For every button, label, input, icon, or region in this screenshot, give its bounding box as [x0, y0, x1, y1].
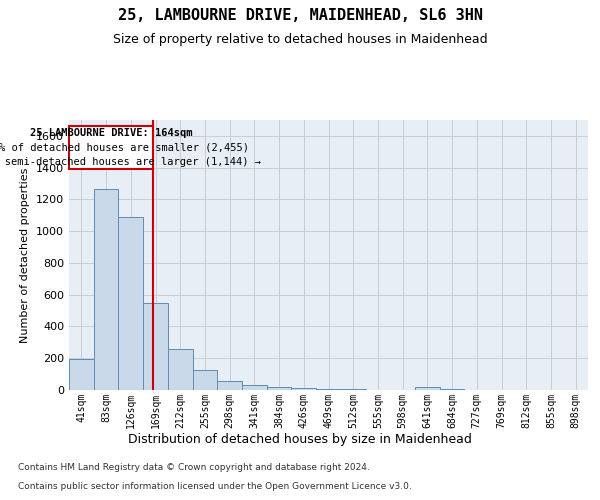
Text: 25, LAMBOURNE DRIVE, MAIDENHEAD, SL6 3HN: 25, LAMBOURNE DRIVE, MAIDENHEAD, SL6 3HN: [118, 8, 482, 22]
Bar: [267, 387, 292, 390]
Bar: [143, 304, 168, 390]
Bar: [316, 389, 341, 390]
Y-axis label: Number of detached properties: Number of detached properties: [20, 168, 31, 342]
Bar: [341, 389, 365, 390]
Bar: [94, 189, 118, 390]
Bar: [292, 388, 316, 390]
Bar: [415, 387, 440, 390]
Text: Contains public sector information licensed under the Open Government Licence v3: Contains public sector information licen…: [18, 482, 412, 491]
Bar: [69, 359, 94, 390]
Text: Contains HM Land Registry data © Crown copyright and database right 2024.: Contains HM Land Registry data © Crown c…: [18, 464, 370, 472]
Text: 32% of semi-detached houses are larger (1,144) →: 32% of semi-detached houses are larger (…: [0, 157, 262, 167]
Bar: [217, 382, 242, 390]
Text: ← 68% of detached houses are smaller (2,455): ← 68% of detached houses are smaller (2,…: [0, 143, 249, 153]
Text: Distribution of detached houses by size in Maidenhead: Distribution of detached houses by size …: [128, 432, 472, 446]
Text: Size of property relative to detached houses in Maidenhead: Size of property relative to detached ho…: [113, 32, 487, 46]
Text: 25 LAMBOURNE DRIVE: 164sqm: 25 LAMBOURNE DRIVE: 164sqm: [30, 128, 193, 138]
Bar: [168, 348, 193, 390]
FancyBboxPatch shape: [70, 126, 153, 169]
Bar: [118, 217, 143, 390]
Bar: [440, 389, 464, 390]
Bar: [193, 370, 217, 390]
Bar: [242, 385, 267, 390]
